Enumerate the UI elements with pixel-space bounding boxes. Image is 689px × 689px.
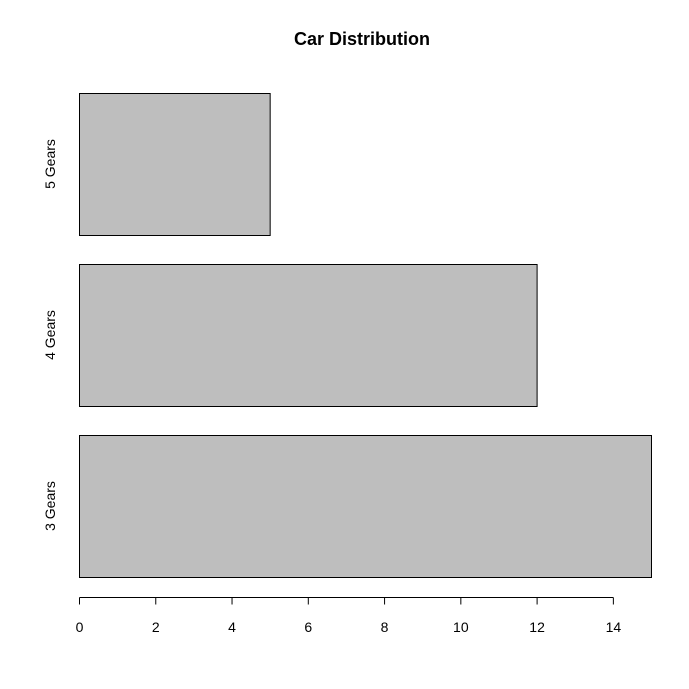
x-tick-label: 0 [76,619,84,635]
x-tick-label: 2 [152,619,160,635]
category-label: 5 Gears [42,139,58,189]
category-labels: 3 Gears 4 Gears 5 Gears [42,139,58,531]
bars-layer [79,93,652,578]
x-axis: 0 2 4 6 8 10 12 14 [76,597,622,635]
x-tick-label: 6 [304,619,312,635]
bar-3-gears [79,435,652,578]
x-tick-label: 14 [606,619,622,635]
bar-5-gears [79,93,271,236]
category-label: 4 Gears [42,310,58,360]
x-tick-label: 12 [529,619,545,635]
x-tick-label: 8 [381,619,389,635]
chart-title: Car Distribution [294,29,430,49]
x-tick-label: 10 [453,619,469,635]
x-tick-label: 4 [228,619,236,635]
category-label: 3 Gears [42,481,58,531]
bar-4-gears [79,264,538,407]
